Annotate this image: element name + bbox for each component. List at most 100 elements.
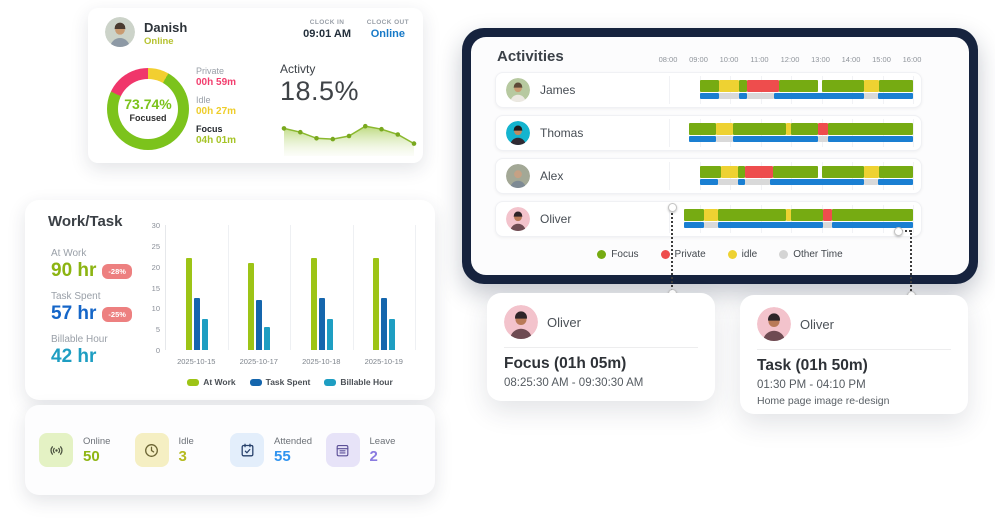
work-metric-label: Billable Hour (51, 334, 108, 345)
work-task-title: Work/Task (48, 213, 123, 230)
avatar (506, 207, 530, 231)
hour-gridline (913, 76, 914, 104)
bar-cluster (373, 258, 396, 350)
metric-private: Private 00h 59m (196, 66, 276, 88)
legend-label: At Work (203, 377, 236, 387)
legend-label: Private (674, 249, 706, 260)
bar-task-spent (381, 297, 388, 350)
segment-focus (791, 123, 819, 135)
focus-detail-card: Oliver Focus (01h 05m) 08:25:30 AM - 09:… (487, 293, 715, 401)
presence-online (699, 92, 720, 99)
segment-idle (864, 166, 880, 178)
legend-label: idle (741, 249, 758, 260)
work-task-metrics: At Work 90 hr -28% Task Spent 57 hr -25% Billa… (51, 248, 161, 377)
y-tick-label: 10 (151, 304, 160, 314)
segment-focus (684, 209, 705, 221)
activities-panel: Activities 08:00 09:00 10:00 11:00 12:00 13:0… (462, 28, 978, 284)
stat-idle: Idle 3 (134, 433, 231, 467)
divider (504, 347, 698, 348)
work-metric-value-row: 42 hr (51, 346, 161, 368)
activity-row-alex[interactable]: Alex (495, 158, 922, 194)
segment-idle (786, 209, 791, 221)
hour-gridline (913, 162, 914, 190)
work-metric-value-row: 57 hr -25% (51, 303, 161, 325)
legend-swatch (249, 378, 262, 386)
time-tick-label: 08:00 (658, 55, 678, 64)
presence-online (832, 221, 913, 228)
activity-block: Activty 18.5% (280, 62, 417, 163)
x-tick-label: 2025-10-18 (302, 357, 341, 366)
activity-row-thomas[interactable]: Thomas (495, 115, 922, 151)
segment-private (745, 166, 773, 178)
timeline-track (669, 116, 914, 150)
clock-out-value: Online (370, 28, 405, 40)
presence-online (717, 221, 824, 228)
presence-other (716, 135, 734, 142)
stat-label: Leave (369, 435, 396, 447)
x-tick-label: 2025-10-19 (364, 357, 403, 366)
segment-private (823, 209, 833, 221)
clock-out-block[interactable]: CLOCK OUT Online (367, 19, 409, 40)
y-tick-label: 25 (151, 241, 160, 251)
clock-in-label: CLOCK IN (309, 19, 345, 26)
stat-value: 55 (274, 447, 291, 465)
person-name: James (540, 83, 576, 97)
change-badge: -28% (102, 263, 132, 279)
user-name: Danish (144, 20, 188, 35)
presence-online (737, 178, 746, 185)
legend-item-idle: idle (727, 249, 758, 260)
segment-idle (704, 209, 718, 221)
presence-other (823, 221, 833, 228)
work-metric-value: 42 hr (51, 346, 97, 367)
activity-row-oliver[interactable]: Oliver (495, 201, 922, 237)
divider (757, 349, 951, 350)
x-tick-label: 2025-10-17 (239, 357, 278, 366)
work-metric-billable-hour: Billable Hour 42 hr (51, 334, 161, 368)
plot-area (165, 225, 416, 350)
time-metrics: Private 00h 59m Idle 00h 27m Focus 04h 01m (196, 66, 276, 153)
timeline-track (669, 73, 914, 107)
legend-dot (597, 250, 607, 259)
bar-at-work (185, 258, 192, 350)
presence-online (739, 92, 747, 99)
bar-billable-hour (264, 327, 271, 350)
presence-other (719, 92, 740, 99)
hour-gridline (669, 119, 670, 147)
stat-value: 2 (369, 447, 378, 465)
work-task-bar-chart: 0 5 10 15 20 25 30 2025-10-15 2025-10-17 2025-10-… (143, 221, 416, 387)
segment-idle (719, 80, 740, 92)
segment-focus (717, 209, 787, 221)
time-tick-label: 16:00 (902, 55, 922, 64)
work-task-card: Work/Task At Work 90 hr -28% Task Spent 57 h… (25, 200, 435, 400)
bar-group (229, 225, 291, 350)
segment-focus (688, 123, 717, 135)
segment-focus (821, 80, 865, 92)
y-tick-label: 15 (151, 283, 160, 293)
stat-value: 3 (178, 447, 187, 465)
hour-gridline (669, 162, 670, 190)
profile-header: Danish Online CLOCK IN 09:01 AM CLOCK OU… (88, 8, 423, 54)
activity-row-james[interactable]: James (495, 72, 922, 108)
stat-value: 50 (83, 447, 100, 465)
bar-group (354, 225, 416, 350)
legend-label: Billable Hour (340, 377, 393, 387)
focused-percent: 73.74% (124, 95, 172, 112)
activities-title: Activities (497, 48, 564, 65)
metric-label: Focus (196, 124, 223, 134)
stat-online: Online 50 (39, 433, 135, 467)
work-metric-value: 57 hr (51, 303, 97, 324)
presence-online (769, 178, 865, 185)
stat-label: Attended (274, 435, 313, 447)
stats-row: Online 50 Idle 3 Attended 55 Leave 2 (25, 405, 435, 495)
avatar (506, 164, 530, 188)
chart-body: 0 5 10 15 20 25 30 (143, 221, 416, 355)
connector-dot (668, 203, 677, 212)
stat-label: Idle (178, 435, 194, 447)
stat-label: Online (83, 435, 111, 447)
segment-focus (737, 166, 746, 178)
timeline-track (669, 159, 914, 193)
legend-label: Focus (611, 249, 639, 260)
y-tick-label: 30 (151, 221, 160, 230)
bar-cluster (310, 258, 333, 350)
legend-item: Billable Hour (324, 377, 393, 387)
